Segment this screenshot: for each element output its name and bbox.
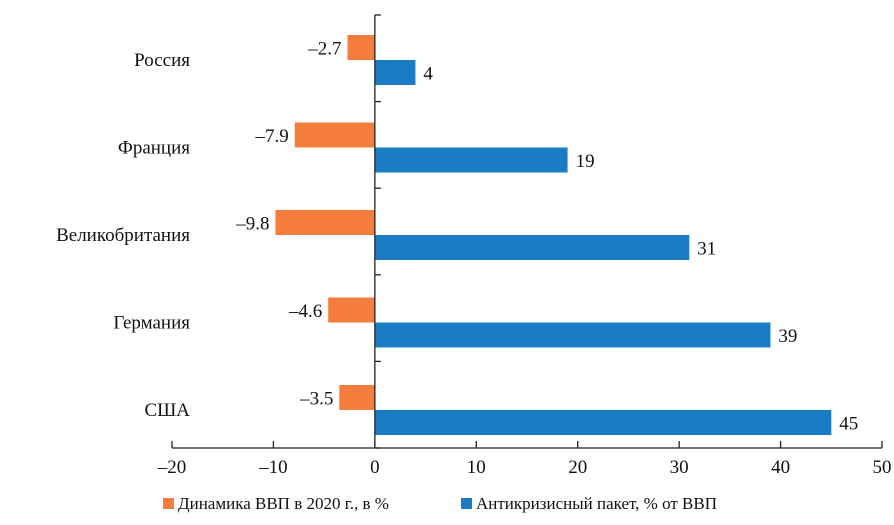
x-tick-label: 50 — [873, 457, 892, 478]
package-bar-cat-2 — [374, 235, 690, 260]
legend: Динамика ВВП в 2020 г., в % Антикризисный… — [163, 494, 717, 513]
gdp-bar-cat-4 — [339, 385, 375, 410]
x-tick-label: –10 — [258, 457, 288, 478]
gdp-value-label-cat-4: –3.5 — [299, 389, 333, 410]
x-tick-label: –20 — [157, 457, 187, 478]
gdp-bar-cat-1 — [294, 122, 375, 148]
category-label-cat-3: Германия — [113, 313, 190, 334]
legend-item-package: Антикризисный пакет, % от ВВП — [461, 494, 717, 513]
gdp-bar-cat-3 — [328, 297, 375, 323]
package-bar-cat-1 — [374, 147, 568, 173]
gdp-value-label-cat-1: –7.9 — [254, 126, 288, 147]
legend-swatch — [461, 498, 472, 509]
category-label-cat-0: Россия — [134, 50, 190, 71]
bars-layer — [275, 35, 832, 435]
gdp-value-label-cat-2: –9.8 — [235, 214, 269, 235]
package-value-label-cat-0: 4 — [423, 64, 433, 85]
category-label-cat-4: США — [144, 400, 190, 421]
legend-label: Антикризисный пакет, % от ВВП — [476, 494, 717, 513]
gdp-bar-cat-2 — [275, 210, 375, 235]
package-bar-cat-0 — [374, 60, 416, 85]
legend-label: Динамика ВВП в 2020 г., в % — [178, 494, 389, 513]
legend-swatch — [163, 498, 174, 509]
x-tick-label: 10 — [467, 457, 486, 478]
gdp-value-label-cat-3: –4.6 — [288, 301, 322, 322]
gdp-value-label-cat-0: –2.7 — [307, 39, 341, 60]
x-tick-label: 40 — [771, 457, 790, 478]
axes-layer: –20 –10 0 10 20 30 40 50 — [157, 14, 892, 478]
category-label-cat-1: Франция — [118, 138, 190, 159]
legend-item-gdp: Динамика ВВП в 2020 г., в % — [163, 494, 389, 513]
package-value-label-cat-2: 31 — [697, 239, 716, 260]
labels-layer: Россия –2.7 4 Франция –7.9 19 Великобритания –9… — [56, 39, 858, 435]
category-label-cat-2: Великобритания — [56, 225, 190, 246]
package-value-label-cat-4: 45 — [839, 414, 858, 435]
x-tick-label: 30 — [670, 457, 689, 478]
gdp-bar-cat-0 — [347, 35, 375, 60]
package-bar-cat-3 — [374, 322, 771, 348]
x-tick-label: 20 — [568, 457, 587, 478]
package-value-label-cat-1: 19 — [576, 151, 595, 172]
package-value-label-cat-3: 39 — [778, 326, 797, 347]
x-tick-label: 0 — [370, 457, 380, 478]
package-bar-cat-4 — [374, 410, 832, 435]
